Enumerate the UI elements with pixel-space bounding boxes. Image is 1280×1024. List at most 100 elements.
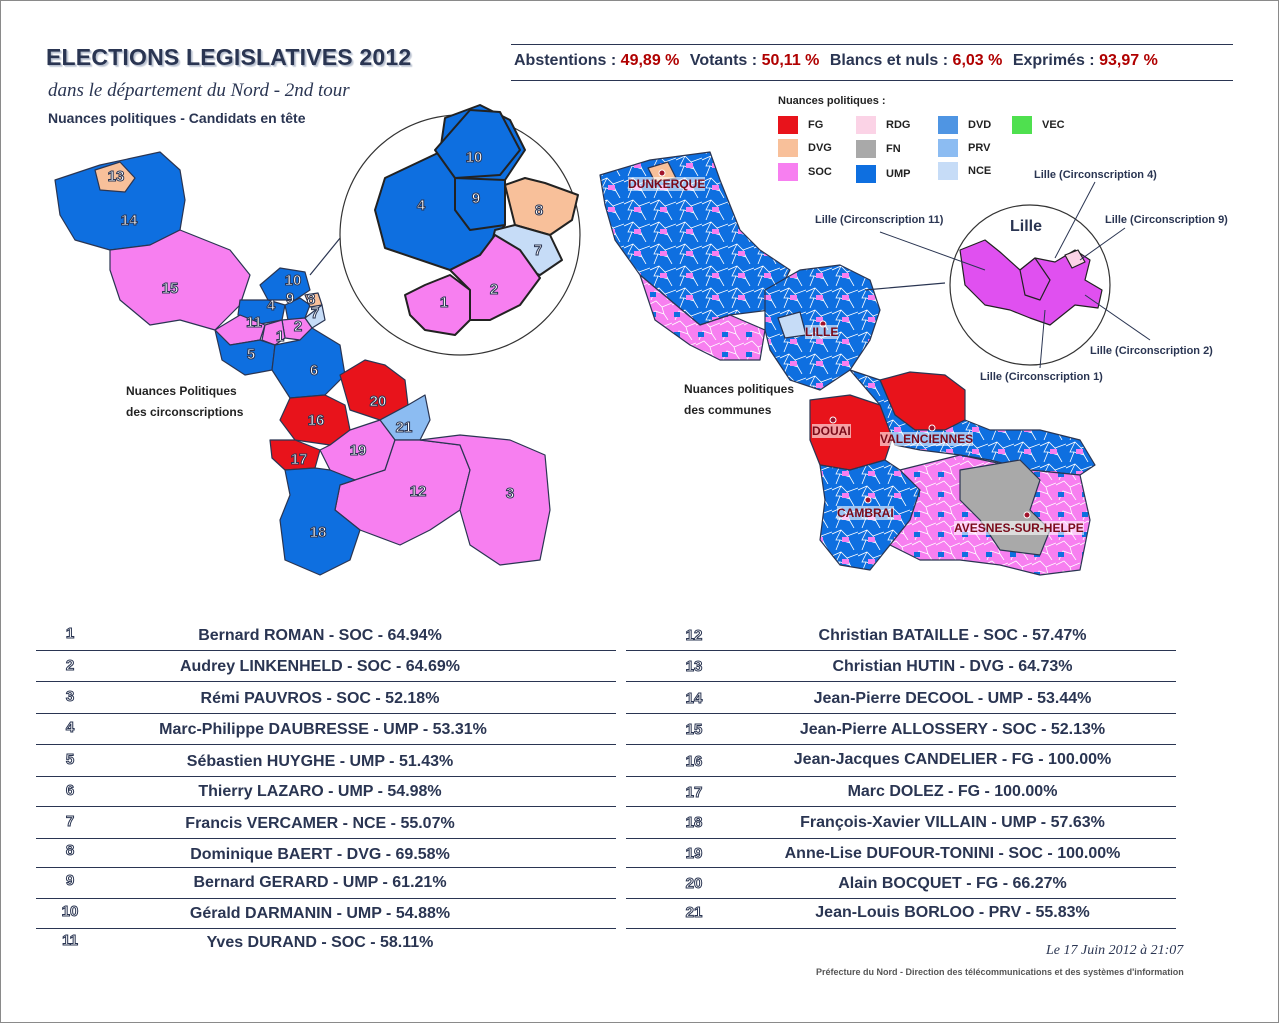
- circ-18: [279, 467, 361, 576]
- candidate-number: 19: [685, 845, 703, 863]
- row-divider: [36, 838, 616, 839]
- city-lille: LILLE: [805, 325, 839, 339]
- candidate-number: 1: [65, 625, 75, 643]
- row-divider: [36, 744, 616, 745]
- city-douai: DOUAI: [812, 424, 851, 438]
- candidate-number: 21: [685, 904, 703, 922]
- map-label-5: 5: [246, 346, 256, 364]
- legend-swatch: [856, 116, 876, 134]
- stat-label-votants: Votants :: [689, 52, 758, 69]
- circ-20: [339, 359, 409, 421]
- stat-value-votants: 50,11 %: [761, 52, 820, 69]
- legend-label: NCE: [968, 165, 992, 177]
- city-dunkerque: DUNKERQUE: [628, 177, 706, 191]
- candidate-number: 5: [65, 751, 75, 769]
- candidate-entry: Marc DOLEZ - FG - 100.00%: [847, 783, 1058, 800]
- row-divider: [626, 744, 1176, 745]
- map-label-14: 14: [120, 212, 138, 230]
- right-map-caption: Nuances politiques des communes: [684, 379, 794, 421]
- legend-item-vec: VEC: [1012, 116, 1065, 134]
- row-divider: [626, 776, 1176, 777]
- map-label-19: 19: [349, 442, 367, 460]
- stat-value-abstentions: 49,89 %: [620, 52, 680, 69]
- candidate-entry: Bernard GERARD - UMP - 61.21%: [193, 874, 447, 891]
- candidate-entry: Jean-Pierre DECOOL - UMP - 53.44%: [813, 690, 1092, 707]
- legend-label: RDG: [886, 119, 911, 131]
- map-label-15: 15: [161, 280, 179, 298]
- map-label-1: 1: [275, 328, 285, 346]
- inset-label-7: 7: [533, 242, 543, 260]
- stat-value-exprimes: 93,97 %: [1099, 52, 1158, 69]
- map-label-4: 4: [266, 297, 276, 315]
- stat-value-blancs: 6,03 %: [952, 52, 1003, 69]
- inset-label-9: 9: [471, 190, 481, 208]
- annotation-circ-1: Lille (Circonscription 1): [980, 371, 1103, 383]
- zone-central: [849, 369, 1096, 476]
- legend-swatch: [856, 140, 876, 158]
- city-cambrai: CAMBRAI: [837, 506, 894, 520]
- stats-line: Abstentions : 49,89 % Votants : 50,11 % …: [514, 52, 1164, 70]
- inset-connector: [309, 231, 346, 276]
- map-label-18: 18: [309, 524, 327, 542]
- candidate-entry: Dominique BAERT - DVG - 69.58%: [190, 846, 450, 863]
- candidate-entry: Francis VERCAMER - NCE - 55.07%: [185, 815, 455, 832]
- candidate-entry: Rémi PAUVROS - SOC - 52.18%: [200, 690, 440, 707]
- legend-item-nce: NCE: [938, 162, 991, 180]
- row-divider: [626, 898, 1176, 899]
- candidate-number: 4: [65, 719, 75, 737]
- annotation-circ-2: Lille (Circonscription 2): [1090, 345, 1213, 357]
- legend-item-rdg: RDG: [856, 116, 910, 134]
- row-divider: [36, 776, 616, 777]
- legend-label: DVG: [808, 142, 832, 154]
- candidate-entry: Sébastien HUYGHE - UMP - 51.43%: [186, 753, 454, 770]
- circ-9: [284, 297, 311, 321]
- legend-swatch: [938, 162, 958, 180]
- candidate-number: 13: [685, 658, 703, 676]
- candidate-number: 17: [685, 784, 703, 802]
- map-label-2: 2: [293, 318, 303, 336]
- map-subtitle: Nuances politiques - Candidats en tête: [48, 110, 306, 126]
- row-divider: [36, 681, 616, 682]
- page-title: ELECTIONS LEGISLATIVES 2012: [46, 44, 412, 70]
- legend-label: FN: [886, 143, 901, 155]
- candidate-entry: Audrey LINKENHELD - SOC - 64.69%: [179, 658, 461, 675]
- legend-item-soc: SOC: [778, 163, 832, 181]
- inset-label-8: 8: [534, 202, 544, 220]
- legend-label: FG: [808, 119, 824, 131]
- map-label-17: 17: [290, 451, 308, 469]
- candidate-entry: Anne-Lise DUFOUR-TONINI - SOC - 100.00%: [784, 845, 1121, 862]
- city-markers: [658, 169, 1031, 519]
- candidate-number: 14: [685, 690, 703, 708]
- row-divider: [36, 898, 616, 899]
- caption-line: des circonscriptions: [126, 405, 244, 419]
- map-label-21: 21: [395, 419, 413, 437]
- right-inset-pointers: [879, 181, 1151, 369]
- row-divider: [36, 650, 616, 651]
- circ-1: [261, 319, 286, 346]
- left-map: [54, 151, 551, 576]
- annotation-circ-9: Lille (Circonscription 9): [1105, 214, 1228, 226]
- candidate-number: 16: [685, 753, 703, 771]
- inset-label-2: 2: [489, 281, 499, 299]
- map-label-3: 3: [505, 485, 515, 503]
- legend-swatch: [856, 165, 876, 183]
- row-divider: [626, 806, 1176, 807]
- stat-label-abstentions: Abstentions :: [514, 52, 617, 69]
- map-label-12: 12: [409, 483, 427, 501]
- candidate-entry: Yves DURAND - SOC - 58.11%: [206, 934, 434, 951]
- candidate-number: 7: [65, 813, 75, 831]
- legend-item-ump: UMP: [856, 165, 910, 183]
- candidate-entry: Thierry LAZARO - UMP - 54.98%: [198, 783, 442, 800]
- legend-label: UMP: [886, 168, 911, 180]
- stats-bar: [511, 44, 1233, 81]
- candidate-entry: Christian BATAILLE - SOC - 57.47%: [818, 627, 1087, 644]
- candidate-number: 8: [65, 842, 75, 860]
- row-divider: [36, 713, 616, 714]
- legend-swatch: [778, 163, 798, 181]
- map-label-7: 7: [310, 305, 320, 323]
- row-divider: [36, 928, 616, 929]
- legend-label: DVD: [968, 119, 992, 131]
- caption-line: des communes: [684, 403, 772, 417]
- candidate-entry: François-Xavier VILLAIN - UMP - 57.63%: [800, 814, 1105, 831]
- inset-label-10: 10: [465, 149, 483, 167]
